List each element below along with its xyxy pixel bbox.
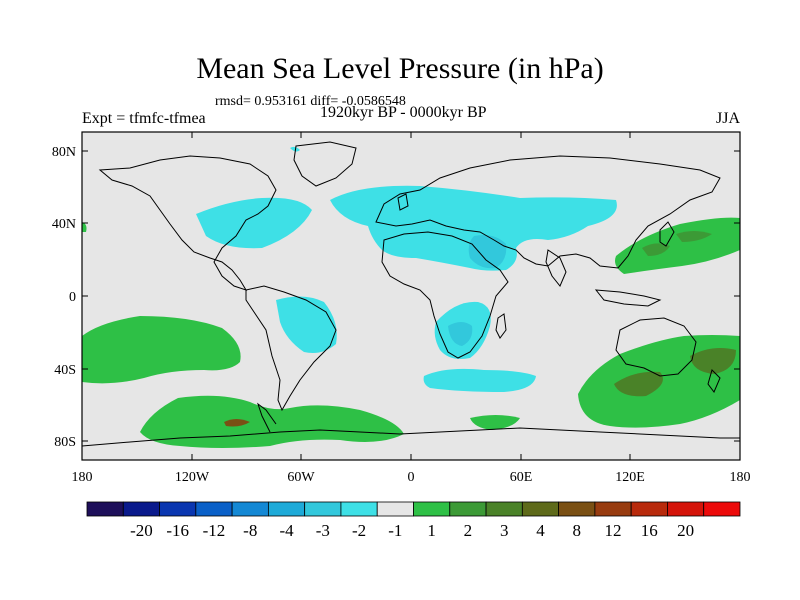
coast-south-america	[245, 285, 337, 412]
anomaly-region-south-pacific-east	[82, 316, 241, 384]
experiment-label: Expt = tfmfc-tfmea	[82, 110, 206, 127]
lat-label-80n: 80N	[52, 145, 76, 160]
coast-australia	[615, 317, 697, 377]
anomaly-core-north-pacific-2	[676, 231, 712, 242]
anomaly-region-antarctic	[140, 395, 404, 448]
coast-greenland	[293, 141, 357, 187]
colorbar-label: 8	[573, 521, 582, 540]
coast-north-america	[98, 155, 277, 291]
colorbar-label: -4	[279, 521, 294, 540]
coast-japan	[659, 221, 675, 247]
lon-label-0: 0	[408, 470, 415, 485]
colorbar-label: 1	[427, 521, 436, 540]
colorbar-label: 4	[536, 521, 545, 540]
colorbar-swatch	[376, 501, 414, 517]
lon-label-180e: 180	[730, 470, 751, 485]
colorbar-label: -8	[243, 521, 257, 540]
coast-eurasia	[375, 155, 721, 269]
anomaly-region-south-america	[276, 296, 337, 353]
colorbar-swatch	[159, 501, 197, 517]
season-label: JJA	[715, 110, 740, 127]
anomaly-region-north-atlantic	[196, 197, 312, 249]
anomaly-region-eurasia-africa	[330, 185, 617, 271]
colorbar-swatch	[485, 501, 523, 517]
chart-title: Mean Sea Level Pressure (in hPa)	[196, 52, 604, 85]
colorbar-swatch	[231, 501, 269, 517]
colorbar-label: 20	[677, 521, 694, 540]
lat-axis: 80N 40N 0 40S 80S	[52, 145, 740, 450]
coast-madagascar	[495, 313, 507, 339]
lon-label-120w: 120W	[175, 470, 210, 485]
colorbar-label: -12	[203, 521, 226, 540]
coast-new-zealand	[707, 369, 721, 393]
anomaly-region-north-pacific-west	[615, 217, 740, 274]
coast-uk	[397, 193, 409, 211]
coast-antarctic-peninsula	[257, 402, 277, 433]
anomaly-core-south-pacific	[614, 371, 663, 397]
colorbar-swatch	[703, 501, 741, 517]
colorbar-label: -2	[352, 521, 366, 540]
colorbar: -20 -16 -12 -8 -4 -3 -2 -1 1 2 3 4 8 12 16 20	[86, 501, 741, 540]
anomaly-fields	[82, 141, 740, 448]
coast-africa	[381, 231, 509, 359]
lon-label-60e: 60E	[510, 470, 533, 485]
period-label: 1920kyr BP - 0000kyr BP	[320, 104, 487, 121]
colorbar-label: 16	[641, 521, 658, 540]
colorbar-swatch	[340, 501, 378, 517]
colorbar-swatch	[558, 501, 596, 517]
lon-label-120e: 120E	[615, 470, 645, 485]
colorbar-swatch	[86, 501, 124, 517]
colorbar-label: 3	[500, 521, 509, 540]
lat-label-0: 0	[69, 290, 76, 305]
colorbar-swatch	[267, 501, 306, 517]
colorbar-swatch	[413, 501, 451, 517]
anomaly-region-antarctic-east	[470, 415, 520, 430]
colorbar-swatch	[630, 501, 668, 517]
colorbar-swatch	[521, 501, 560, 517]
lat-label-40n: 40N	[52, 217, 76, 232]
colorbar-label: 12	[605, 521, 622, 540]
colorbar-swatch	[449, 501, 487, 517]
colorbar-swatch	[594, 501, 632, 517]
lat-label-40s: 40S	[54, 363, 76, 378]
lat-label-80s: 80S	[54, 435, 76, 450]
anomaly-core-southern-africa	[448, 322, 473, 346]
coastlines	[82, 141, 740, 447]
anomaly-region-southern-ocean	[423, 368, 536, 392]
lon-label-60w: 60W	[287, 470, 315, 485]
anomaly-core-north-pacific	[642, 243, 670, 256]
colorbar-label: 2	[464, 521, 473, 540]
coast-india	[545, 249, 567, 287]
anomaly-region-arctic-strip	[290, 146, 300, 152]
anomaly-core-middle-east	[468, 235, 507, 269]
colorbar-swatch	[304, 501, 342, 517]
anomaly-core-south-pacific-2	[690, 348, 736, 374]
colorbar-label: -16	[166, 521, 189, 540]
anomaly-region-far-west-edge	[82, 222, 87, 232]
colorbar-swatch	[195, 501, 233, 517]
colorbar-swatch	[122, 501, 160, 517]
anomaly-core-antarctic	[224, 419, 250, 427]
coast-maritime	[594, 289, 662, 307]
lon-label-180w: 180	[72, 470, 93, 485]
lon-axis: 180 120W 60W 0 60E 120E 180	[72, 132, 751, 485]
colorbar-label: -20	[130, 521, 153, 540]
colorbar-swatch	[667, 501, 705, 517]
coast-antarctica	[82, 427, 740, 447]
colorbar-label: -3	[316, 521, 330, 540]
colorbar-label: -1	[388, 521, 402, 540]
stats-text: rmsd= 0.953161 diff= -0.0586548	[215, 94, 406, 109]
